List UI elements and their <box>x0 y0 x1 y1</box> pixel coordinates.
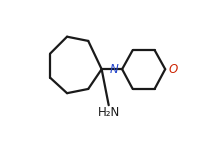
Text: N: N <box>110 63 119 76</box>
Text: H₂N: H₂N <box>98 106 120 120</box>
Text: O: O <box>169 63 178 76</box>
